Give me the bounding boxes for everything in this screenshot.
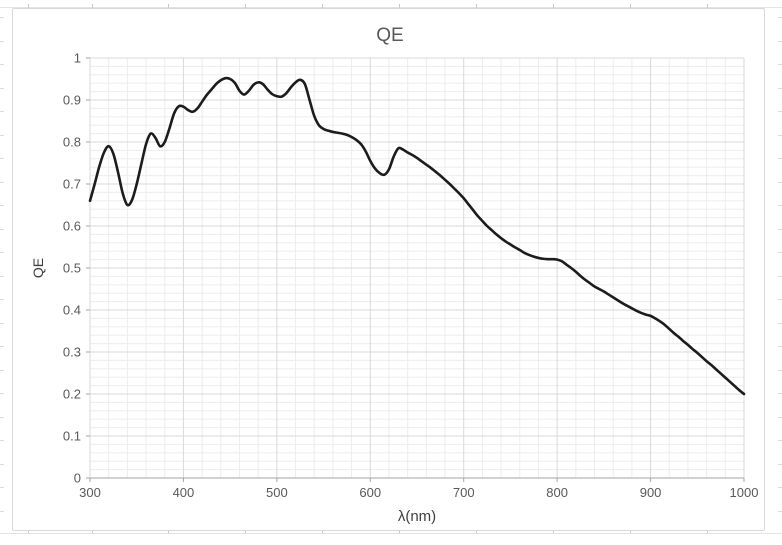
- worksheet-row-tick: [0, 64, 4, 65]
- chart-title: QE: [376, 25, 403, 46]
- worksheet-column-tick: [553, 529, 554, 533]
- worksheet-column-tick: [245, 529, 246, 533]
- worksheet-row-tick: [0, 440, 4, 441]
- worksheet-row-tick: [778, 346, 782, 347]
- worksheet-row-tick: [778, 487, 782, 488]
- worksheet-column-tick: [707, 529, 708, 533]
- svg-text:0.4: 0.4: [63, 303, 81, 318]
- worksheet-row-tick: [0, 181, 4, 183]
- worksheet-row-tick: [778, 463, 782, 465]
- worksheet-column-tick: [707, 4, 708, 8]
- svg-text:0: 0: [74, 471, 81, 486]
- worksheet-row-tick: [0, 346, 4, 347]
- svg-text:700: 700: [453, 485, 475, 500]
- svg-text:400: 400: [173, 485, 195, 500]
- worksheet-column-tick: [245, 4, 246, 8]
- worksheet-column-tick: [399, 529, 400, 533]
- svg-text:500: 500: [266, 485, 288, 500]
- worksheet-row-tick: [0, 205, 4, 206]
- worksheet-column-tick: [630, 529, 631, 533]
- worksheet-row-tick: [0, 158, 4, 159]
- qe-line-chart: 300 400 500 600 700 800 900 1000 0 0.1 0.2 0.3 0.4 0.…: [30, 25, 759, 525]
- worksheet-row-tick: [0, 40, 4, 42]
- worksheet-row-tick: [778, 275, 782, 277]
- worksheet-row-tick: [0, 393, 4, 394]
- worksheet-row-tick: [778, 40, 782, 42]
- worksheet-column-tick: [476, 4, 477, 8]
- worksheet-row-tick: [0, 134, 4, 136]
- worksheet-row-tick: [0, 487, 4, 488]
- worksheet-row-tick: [778, 252, 782, 253]
- worksheet-column-tick: [92, 4, 93, 8]
- worksheet-row-tick: [778, 440, 782, 441]
- worksheet-row-tick: [778, 205, 782, 206]
- worksheet-row-tick: [778, 17, 782, 18]
- worksheet-row-tick: [778, 228, 782, 230]
- worksheet-column-tick: [553, 4, 554, 8]
- worksheet-row-tick: [0, 17, 4, 18]
- worksheet-gridline-bottom: [0, 533, 782, 534]
- qe-chart-frame: 300 400 500 600 700 800 900 1000 0 0.1 0.2 0.3 0.4 0.…: [12, 8, 765, 531]
- svg-text:0.8: 0.8: [63, 135, 81, 150]
- major-gridlines: [89, 57, 745, 479]
- worksheet-row-tick: [778, 510, 782, 512]
- worksheet-column-tick: [399, 4, 400, 8]
- qe-curve: [88, 76, 746, 396]
- worksheet-row-tick: [778, 416, 782, 418]
- worksheet-column-tick: [322, 529, 323, 533]
- svg-text:300: 300: [79, 485, 101, 500]
- worksheet-row-tick: [778, 87, 782, 89]
- svg-text:0.1: 0.1: [63, 429, 81, 444]
- worksheet-column-tick: [476, 529, 477, 533]
- svg-text:1000: 1000: [730, 485, 759, 500]
- svg-text:600: 600: [359, 485, 381, 500]
- worksheet-row-tick: [778, 369, 782, 371]
- worksheet-row-tick: [778, 134, 782, 136]
- worksheet-column-tick: [28, 4, 29, 8]
- worksheet-row-tick: [778, 393, 782, 394]
- svg-text:1: 1: [74, 51, 81, 66]
- svg-text:0.9: 0.9: [63, 93, 81, 108]
- worksheet-column-tick: [630, 4, 631, 8]
- worksheet-row-tick: [0, 322, 4, 324]
- worksheet-row-tick: [778, 158, 782, 159]
- worksheet-row-tick: [0, 111, 4, 112]
- axes-and-ticks: [86, 57, 745, 482]
- tick-labels: 300 400 500 600 700 800 900 1000 0 0.1 0.2 0.3 0.4 0.…: [63, 51, 759, 501]
- x-axis-title: λ(nm): [398, 508, 436, 525]
- worksheet-row-tick: [778, 322, 782, 324]
- worksheet-row-tick: [778, 299, 782, 300]
- worksheet-row-tick: [0, 416, 4, 418]
- worksheet-row-tick: [0, 252, 4, 253]
- worksheet-column-tick: [168, 4, 169, 8]
- worksheet-row-tick: [0, 299, 4, 300]
- worksheet-column-tick: [92, 529, 93, 533]
- svg-text:0.2: 0.2: [63, 387, 81, 402]
- worksheet-row-tick: [0, 510, 4, 512]
- svg-text:0.6: 0.6: [63, 219, 81, 234]
- svg-text:0.7: 0.7: [63, 177, 81, 192]
- worksheet-row-tick: [0, 275, 4, 277]
- worksheet-row-tick: [0, 369, 4, 371]
- worksheet-row-tick: [0, 228, 4, 230]
- minor-gridlines: [90, 58, 744, 478]
- worksheet-row-tick: [778, 64, 782, 65]
- worksheet-row-tick: [778, 111, 782, 112]
- worksheet-row-tick: [0, 463, 4, 465]
- worksheet-column-tick: [168, 529, 169, 533]
- svg-text:0.5: 0.5: [63, 261, 81, 276]
- worksheet-gridline-top: [0, 7, 782, 8]
- svg-text:900: 900: [640, 485, 662, 500]
- svg-text:0.3: 0.3: [63, 345, 81, 360]
- y-axis-title: QE: [30, 258, 46, 278]
- worksheet-column-tick: [28, 529, 29, 533]
- worksheet-row-tick: [0, 87, 4, 89]
- svg-text:800: 800: [546, 485, 568, 500]
- worksheet-column-tick: [322, 4, 323, 8]
- worksheet-row-tick: [778, 181, 782, 183]
